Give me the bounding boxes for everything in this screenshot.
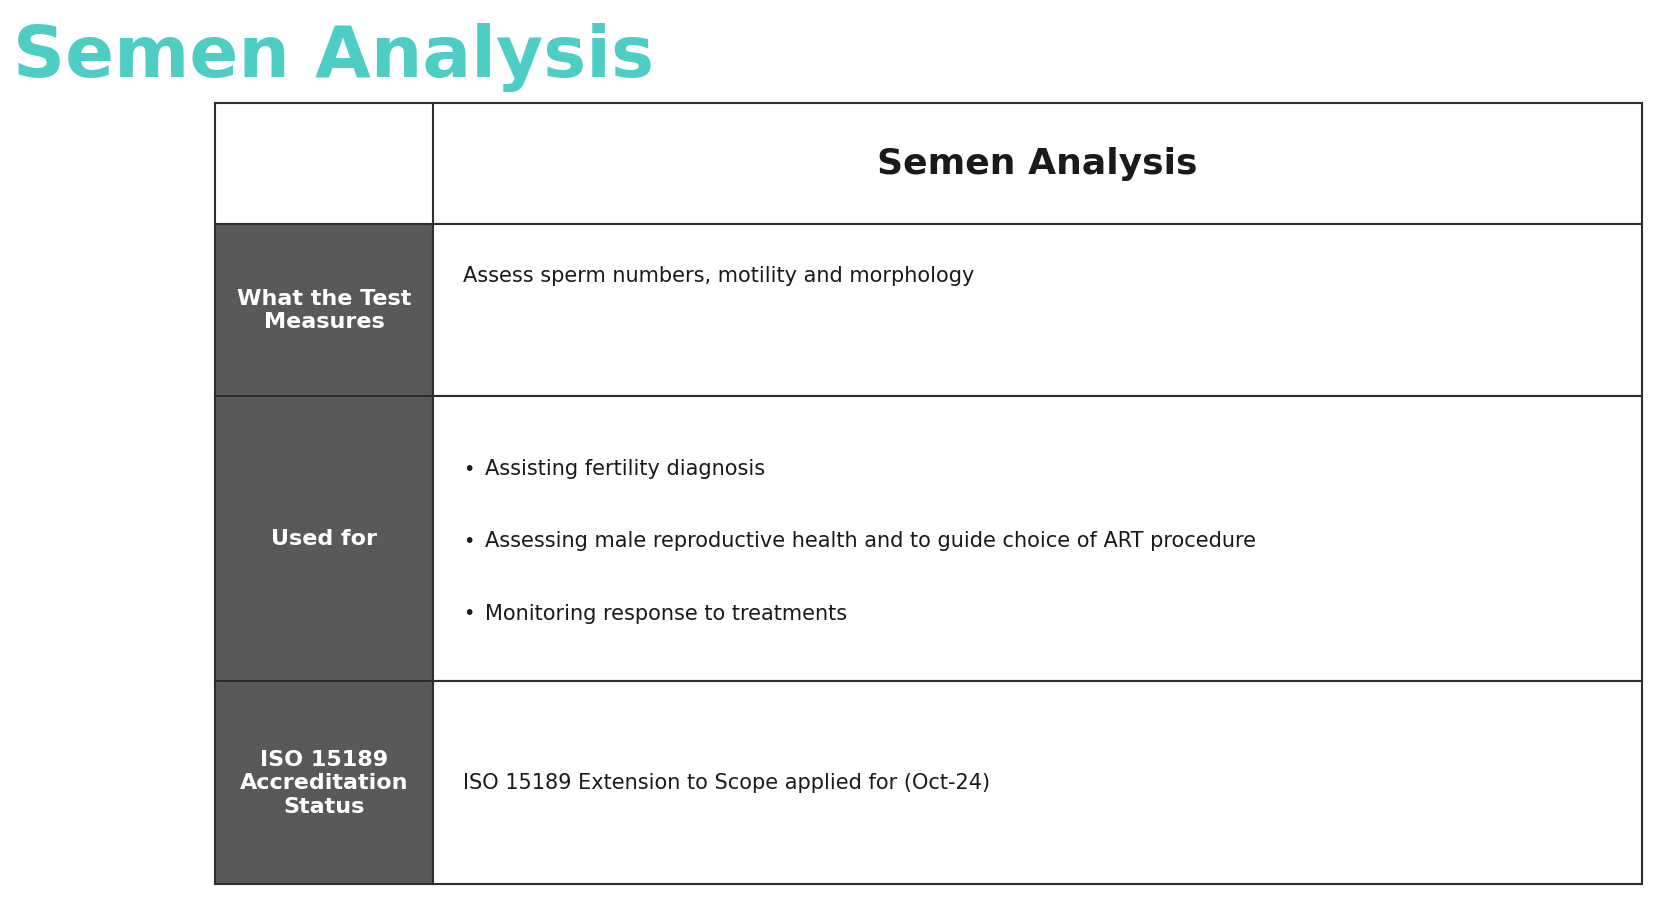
Bar [433, 681, 1642, 884]
Bar [215, 225, 433, 396]
Text: Semen Analysis: Semen Analysis [878, 147, 1197, 181]
Text: Used for: Used for [270, 529, 378, 548]
Text: •: • [463, 603, 475, 622]
Bar [433, 396, 1642, 681]
Bar [215, 681, 433, 884]
Bar [433, 225, 1642, 396]
Bar [215, 104, 1642, 225]
Text: Monitoring response to treatments: Monitoring response to treatments [485, 603, 848, 623]
Text: •: • [463, 531, 475, 550]
Text: What the Test
Measures: What the Test Measures [237, 289, 411, 332]
Text: Assess sperm numbers, motility and morphology: Assess sperm numbers, motility and morph… [463, 266, 975, 286]
Text: ISO 15189
Accreditation
Status: ISO 15189 Accreditation Status [240, 750, 408, 815]
Text: Assessing male reproductive health and to guide choice of ART procedure: Assessing male reproductive health and t… [485, 530, 1256, 551]
Text: Assisting fertility diagnosis: Assisting fertility diagnosis [485, 458, 766, 479]
Bar [215, 396, 433, 681]
Text: Semen Analysis: Semen Analysis [13, 23, 655, 91]
Text: •: • [463, 459, 475, 478]
Text: ISO 15189 Extension to Scope applied for (Oct-24): ISO 15189 Extension to Scope applied for… [463, 772, 991, 793]
